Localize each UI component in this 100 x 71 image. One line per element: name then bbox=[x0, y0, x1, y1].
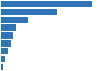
Bar bbox=[0, 24, 16, 31]
Bar bbox=[0, 64, 3, 70]
Bar bbox=[0, 17, 28, 23]
Bar bbox=[0, 48, 8, 54]
Bar bbox=[0, 40, 11, 47]
Bar bbox=[0, 56, 5, 62]
Bar bbox=[0, 1, 92, 7]
Bar bbox=[0, 32, 13, 39]
Bar bbox=[0, 9, 57, 15]
